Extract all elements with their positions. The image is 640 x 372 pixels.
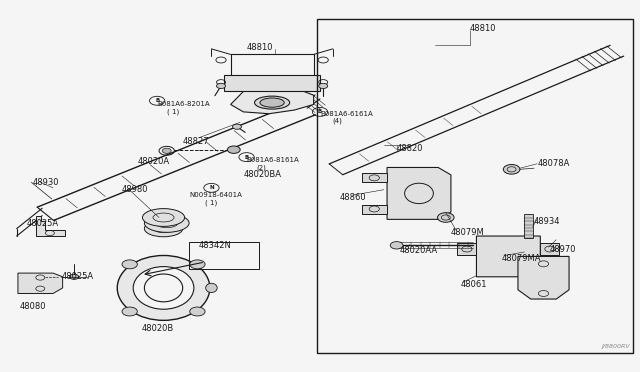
Text: 48860: 48860 [339,193,366,202]
Text: 48970: 48970 [550,244,577,253]
Text: N: N [209,185,214,190]
Text: B081A6-8161A: B081A6-8161A [246,157,300,163]
Text: B081A6-8201A: B081A6-8201A [157,102,210,108]
Text: 48078A: 48078A [537,159,570,168]
Circle shape [163,148,172,153]
Polygon shape [518,256,569,299]
Text: 48025A: 48025A [61,272,93,281]
Text: J/8800RV: J/8800RV [601,344,630,349]
Text: 48820: 48820 [397,144,423,153]
Text: 48342N: 48342N [198,241,232,250]
Ellipse shape [133,267,194,309]
Text: 48810: 48810 [470,24,497,33]
Text: N00918-6401A: N00918-6401A [189,192,242,198]
Text: (2): (2) [256,164,266,171]
Ellipse shape [145,221,182,237]
Ellipse shape [205,283,217,292]
Circle shape [70,274,79,279]
Circle shape [503,164,520,174]
Polygon shape [362,173,387,182]
Text: (4): (4) [333,118,342,124]
Bar [189,241,259,269]
Circle shape [189,307,205,316]
Text: B: B [244,155,249,160]
Polygon shape [224,75,320,92]
Text: 48020BA: 48020BA [243,170,282,179]
Circle shape [390,241,403,249]
Text: 48930: 48930 [33,178,59,187]
Polygon shape [230,86,314,114]
Circle shape [122,307,138,316]
Text: 48020B: 48020B [141,324,173,333]
Ellipse shape [117,256,210,320]
Circle shape [438,213,454,222]
Bar [524,214,532,238]
Ellipse shape [260,98,284,107]
Circle shape [122,260,138,269]
Circle shape [216,83,225,89]
Text: B: B [155,98,159,103]
Circle shape [319,83,328,89]
Polygon shape [540,243,559,254]
Text: 48810: 48810 [246,42,273,51]
Circle shape [189,260,205,269]
Bar [317,19,633,353]
Text: B: B [318,109,322,114]
Text: ( 1): ( 1) [205,199,218,206]
Text: 48061: 48061 [461,280,487,289]
Text: 48079M: 48079M [451,228,484,237]
Text: 48980: 48980 [122,185,148,194]
Text: 48025A: 48025A [26,219,58,228]
Polygon shape [387,167,451,219]
Circle shape [227,146,240,153]
Ellipse shape [145,214,189,232]
Text: 48827: 48827 [182,137,209,146]
Circle shape [232,124,241,129]
Ellipse shape [255,96,290,109]
Polygon shape [36,216,65,236]
Text: ( 1): ( 1) [167,109,179,115]
Text: 48080: 48080 [20,302,46,311]
Text: B081A6-6161A: B081A6-6161A [320,111,372,117]
Text: 48020A: 48020A [138,157,170,166]
Text: 48020AA: 48020AA [400,246,438,255]
Text: 48934: 48934 [534,217,561,226]
Polygon shape [458,243,476,254]
Ellipse shape [143,209,184,227]
Polygon shape [362,205,387,214]
Polygon shape [476,236,540,277]
Polygon shape [18,273,63,294]
Text: 48079MA: 48079MA [502,254,541,263]
